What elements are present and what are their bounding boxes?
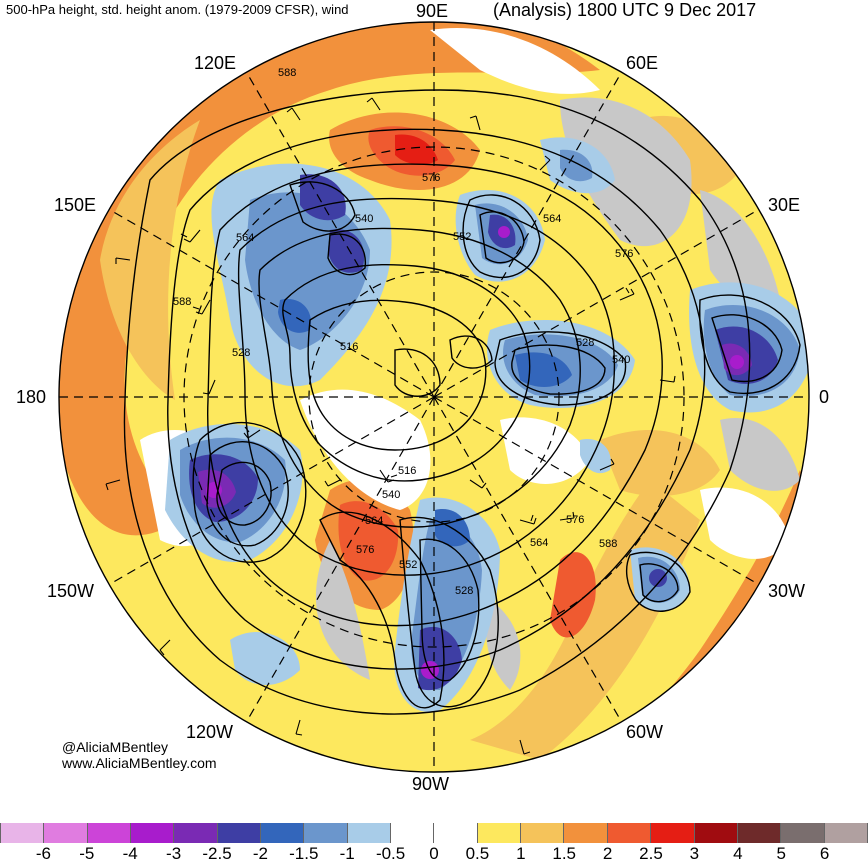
- contour-label: 576: [566, 514, 584, 526]
- colorbar-tick-label: 6: [819, 844, 830, 863]
- contour-label: 576: [422, 172, 440, 184]
- contour-label: 588: [173, 296, 191, 308]
- contour-label: 588: [599, 538, 617, 550]
- valid-time: (Analysis) 1800 UTC 9 Dec 2017: [493, 0, 757, 20]
- graticule: [59, 22, 809, 772]
- lon-label-0: 0: [819, 387, 829, 407]
- colorbar-ticks: -6 -5 -4 -3 -2.5 -2 -1.5 -1 -0.5 0 0.5 1 1.5 2 2.5 3 4 5 6: [0, 843, 868, 865]
- contour-label: 576: [615, 248, 633, 260]
- contour-label: 552: [399, 559, 417, 571]
- colorbar-swatches: [0, 823, 868, 843]
- colorbar-swatch: [44, 823, 88, 843]
- contour-label: 540: [382, 489, 400, 501]
- contour-label: 576: [356, 544, 374, 556]
- colorbar-swatch: [0, 823, 45, 843]
- lon-label-120e: 120E: [194, 53, 236, 73]
- colorbar-swatch: [87, 823, 132, 843]
- colorbar-tick-label: 4: [733, 844, 743, 863]
- colorbar-swatch: [434, 823, 478, 843]
- colorbar-swatch: [521, 823, 565, 843]
- colorbar-swatch: [651, 823, 695, 843]
- lon-label-150e: 150E: [54, 195, 96, 215]
- colorbar-tick-label: 0: [429, 844, 439, 863]
- colorbar-swatch: [737, 823, 782, 843]
- colorbar-tick-label: 1.5: [552, 844, 577, 863]
- colorbar-tick-label: -2: [252, 844, 268, 863]
- contour-label: 540: [355, 213, 373, 225]
- height-contours: [123, 89, 801, 715]
- contour-label: 516: [398, 465, 416, 477]
- lon-label-90w: 90W: [412, 774, 449, 794]
- colorbar-swatch: [261, 823, 305, 843]
- contour-label: 528: [576, 337, 594, 349]
- contour-labels: 588 576 564 540 552 564 576 588 528 516 …: [173, 67, 633, 597]
- colorbar-tick-label: 1: [516, 844, 526, 863]
- lon-label-60e: 60E: [626, 53, 658, 73]
- lon-label-120w: 120W: [186, 722, 233, 742]
- contour-label: 564: [530, 537, 548, 549]
- author-handle: @AliciaMBentley: [62, 739, 169, 755]
- colorbar-swatch: [174, 823, 218, 843]
- colorbar-swatch: [781, 823, 825, 843]
- author-website: www.AliciaMBentley.com: [62, 755, 217, 771]
- lon-label-60w: 60W: [626, 722, 663, 742]
- colorbar-swatch: [304, 823, 348, 843]
- colorbar-swatch: [694, 823, 738, 843]
- contour-label: 552: [453, 231, 471, 243]
- colorbar-swatch: [607, 823, 652, 843]
- lon-label-30w: 30W: [768, 581, 805, 601]
- colorbar-tick-label: 5: [776, 844, 786, 863]
- contour-label: 564: [236, 232, 254, 244]
- map-title: 500-hPa height, std. height anom. (1979-…: [6, 2, 349, 17]
- colorbar-tick-label: 2: [602, 844, 613, 863]
- colorbar-tick-label: -3: [166, 844, 182, 863]
- colorbar-tick-label: 2.5: [639, 844, 663, 863]
- contour-label: 564: [543, 213, 561, 225]
- colorbar-tick-label: -1.5: [289, 844, 319, 863]
- lon-label-180: 180: [16, 387, 46, 407]
- colorbar-tick-label: -5: [79, 844, 95, 863]
- colorbar-tick-label: -4: [122, 844, 138, 863]
- contour-label: 528: [232, 347, 250, 359]
- colorbar-tick-label: -0.5: [375, 844, 406, 863]
- colorbar-swatch: [564, 823, 608, 843]
- colorbar-swatch: [477, 823, 522, 843]
- contour-label: 540: [612, 354, 630, 366]
- contour-label: 516: [340, 341, 358, 353]
- colorbar-swatch: [824, 823, 868, 843]
- colorbar-tick-label: 3: [689, 844, 700, 863]
- contour-label: 588: [278, 67, 296, 79]
- colorbar-tick-label: -2.5: [202, 844, 232, 863]
- colorbar-swatch: [347, 823, 392, 843]
- colorbar-swatch: [217, 823, 262, 843]
- colorbar-swatch: [131, 823, 175, 843]
- colorbar: -6 -5 -4 -3 -2.5 -2 -1.5 -1 -0.5 0 0.5 1 1.5 2 2.5 3 4 5 6: [0, 823, 868, 865]
- polar-map: 90E 60E 120E 150E 30E 180 0 150W 30W 120…: [16, 1, 829, 794]
- colorbar-swatch: [391, 823, 435, 843]
- colorbar-tick-label: -6: [35, 844, 51, 863]
- contour-label: 528: [455, 585, 473, 597]
- map-border: [58, 21, 810, 773]
- lon-label-90e: 90E: [416, 1, 448, 21]
- colorbar-tick-label: -1: [339, 844, 355, 863]
- lon-label-150w: 150W: [47, 581, 94, 601]
- colorbar-tick-label: 0.5: [465, 844, 490, 863]
- lon-label-30e: 30E: [768, 195, 800, 215]
- contour-label: 564: [365, 515, 383, 527]
